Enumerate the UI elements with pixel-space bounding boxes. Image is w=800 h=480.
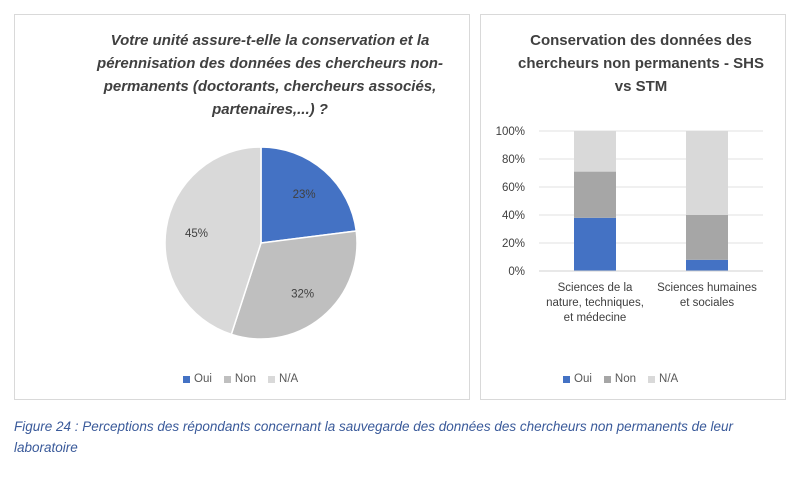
pie-data-label: 23%	[293, 189, 316, 201]
bar-segment-non	[686, 215, 728, 260]
x-category-label: Sciences de la nature, techniques, et mé…	[546, 282, 644, 324]
bar-legend-swatch	[563, 375, 570, 383]
stacked-bar-chart: 0% 20% 40% 60% 80% 100%	[496, 126, 763, 278]
bar-segment-oui	[686, 259, 728, 271]
pie-data-label: 32%	[291, 288, 314, 300]
pie-chart: 23% 32% 45%	[164, 146, 358, 340]
pie-legend: Oui Non N/A	[183, 373, 298, 385]
bar-legend-item: N/A	[648, 373, 678, 385]
y-tick-label: 40%	[502, 210, 525, 222]
pie-slice-non	[230, 230, 358, 340]
bar-legend: Oui Non N/A	[563, 373, 678, 385]
x-category-label: Sciences humaines et sociales	[657, 282, 757, 309]
y-tick-label: 60%	[502, 182, 525, 194]
pie-legend-item: N/A	[268, 373, 298, 385]
pie-legend-label: Oui	[194, 373, 212, 385]
pie-slice-na	[164, 146, 262, 336]
pie-chart-panel: Votre unité assure-t-elle la conservatio…	[14, 14, 470, 400]
pie-legend-swatch	[223, 375, 231, 383]
pie-slice-oui	[260, 146, 358, 244]
bar-chart-panel: Conservation des données des chercheurs …	[480, 14, 786, 400]
bar-segment-na	[686, 131, 728, 215]
pie-legend-item: Oui	[183, 373, 212, 385]
pie-legend-swatch	[183, 375, 190, 383]
pie-chart-title: Votre unité assure-t-elle la conservatio…	[97, 32, 443, 118]
bar-segment-oui	[574, 217, 616, 271]
bar-legend-item: Oui	[563, 373, 592, 385]
pie-legend-label: N/A	[279, 373, 299, 385]
figure-caption: Figure 24 : Perceptions des répondants c…	[14, 419, 733, 455]
y-tick-label: 100%	[496, 126, 525, 138]
bar-legend-swatch	[648, 375, 656, 383]
pie-legend-label: Non	[234, 373, 257, 385]
pie-data-label: 45%	[185, 228, 208, 240]
bar-legend-label: Oui	[574, 373, 592, 385]
y-tick-label: 20%	[502, 238, 525, 250]
y-tick-label: 0%	[508, 266, 525, 278]
bar-legend-item: Non	[603, 373, 637, 385]
bar-chart-title: Conservation des données des chercheurs …	[518, 32, 764, 95]
pie-legend-swatch	[268, 375, 276, 383]
bar-segment-non	[574, 171, 616, 218]
bar-legend-label: N/A	[659, 373, 679, 385]
bar-segment-na	[574, 131, 616, 172]
y-tick-label: 80%	[502, 154, 525, 166]
bar-legend-swatch	[603, 375, 611, 383]
pie-legend-item: Non	[223, 373, 257, 385]
bar-legend-label: Non	[614, 373, 637, 385]
